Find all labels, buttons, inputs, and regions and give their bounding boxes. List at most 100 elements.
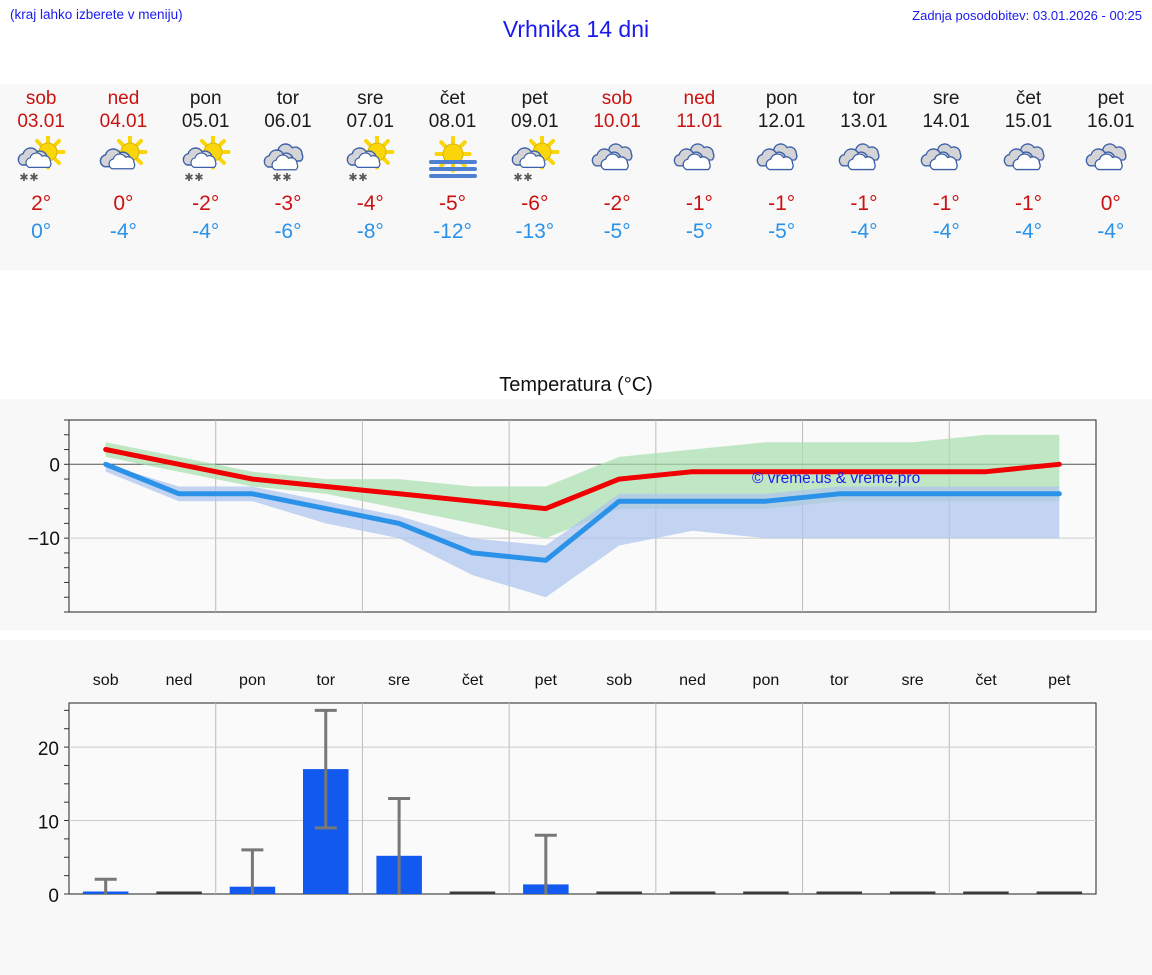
day-date: 10.01 bbox=[593, 111, 641, 132]
precipitation-bar bbox=[1036, 891, 1083, 894]
day-name: sre bbox=[357, 88, 384, 109]
precipitation-y-tick-label: 20 bbox=[38, 739, 59, 760]
day-name: tor bbox=[276, 88, 300, 109]
svg-text:✱: ✱ bbox=[30, 171, 39, 184]
precipitation-day-label: ned bbox=[166, 672, 193, 689]
day-min-temp: -5° bbox=[603, 220, 631, 243]
day-name: čet bbox=[439, 88, 466, 109]
day-name: pon bbox=[189, 88, 222, 109]
precipitation-day-label: sob bbox=[93, 672, 119, 689]
svg-text:✱: ✱ bbox=[184, 171, 193, 184]
temperature-chart-block: Temperatura (°C) 0 −10 © vreme.us & vreme.… bbox=[0, 372, 1152, 630]
day-forecast-column[interactable]: tor 13.01 -1° -4° bbox=[823, 84, 905, 270]
svg-text:✱: ✱ bbox=[20, 171, 29, 184]
day-forecast-column[interactable]: pet 16.01 0° -4° bbox=[1070, 84, 1152, 270]
day-max-temp: -1° bbox=[850, 192, 878, 215]
day-forecast-column[interactable]: ned 04.01 0° -4° bbox=[82, 84, 164, 270]
precipitation-bar bbox=[816, 891, 862, 894]
day-forecast-column[interactable]: ned 11.01 -1° -5° bbox=[658, 84, 740, 270]
day-forecast-column[interactable]: tor 06.01 ✱ ✱ -3° -6° bbox=[247, 84, 329, 270]
precipitation-day-label: pet bbox=[1048, 672, 1071, 689]
day-name: pon bbox=[765, 88, 798, 109]
svg-text:✱: ✱ bbox=[349, 171, 358, 184]
precipitation-bar bbox=[449, 891, 496, 894]
precipitation-bar bbox=[669, 891, 716, 894]
day-min-temp: -8° bbox=[356, 220, 384, 243]
day-date: 07.01 bbox=[346, 111, 395, 132]
precipitation-bar bbox=[889, 891, 936, 894]
day-forecast-column[interactable]: pet 09.01 ✱ ✱ -6° -13° bbox=[494, 84, 576, 270]
precipitation-chart-block: Količina padavin (mm) / Možnost padavin … bbox=[0, 640, 1152, 975]
day-forecast-column[interactable]: čet 15.01 -1° -4° bbox=[987, 84, 1069, 270]
day-min-temp: -4° bbox=[850, 220, 878, 243]
day-min-temp: -5° bbox=[685, 220, 713, 243]
day-date: 08.01 bbox=[428, 111, 477, 132]
day-max-temp: -4° bbox=[356, 192, 384, 215]
day-forecast-column[interactable]: sob 10.01 -2° -5° bbox=[576, 84, 658, 270]
precipitation-bar bbox=[596, 891, 642, 894]
day-date: 16.01 bbox=[1087, 111, 1135, 132]
day-name: sob bbox=[601, 88, 633, 109]
precipitation-day-label: sre bbox=[388, 672, 410, 689]
day-date: 12.01 bbox=[757, 111, 806, 132]
svg-text:✱: ✱ bbox=[272, 171, 281, 184]
daily-forecast-strip: sob 03.01 ✱ ✱ 2° 0° ned 04.01 0° -4° pon 05.01 ✱ ✱… bbox=[0, 84, 1152, 270]
menu-hint-text: (kraj lahko izberete v meniju) bbox=[10, 7, 183, 22]
precipitation-bar bbox=[963, 891, 1009, 894]
precipitation-y-tick-label: 10 bbox=[38, 813, 59, 834]
day-forecast-column[interactable]: sre 14.01 -1° -4° bbox=[905, 84, 987, 270]
precipitation-day-label: pet bbox=[535, 672, 558, 689]
precipitation-day-label: čet bbox=[975, 672, 997, 689]
day-forecast-column[interactable]: čet 08.01 -5° -12° bbox=[411, 84, 493, 270]
day-max-temp: -1° bbox=[932, 192, 960, 215]
cloudy-icon bbox=[1080, 136, 1142, 186]
temperature-chart-title: Temperatura (°C) bbox=[0, 372, 1152, 399]
page-title: Vrhnika 14 dni bbox=[502, 16, 650, 42]
day-forecast-column[interactable]: pon 05.01 ✱ ✱ -2° -4° bbox=[165, 84, 247, 270]
day-name: sre bbox=[933, 88, 960, 109]
cloudy-icon bbox=[586, 136, 648, 186]
day-name: ned bbox=[107, 88, 140, 109]
day-max-temp: -2° bbox=[192, 192, 220, 215]
sun-cloud-snow-icon: ✱ ✱ bbox=[504, 134, 566, 186]
cloudy-icon bbox=[668, 136, 730, 186]
day-min-temp: -4° bbox=[192, 220, 220, 243]
sun-cloud-snow-icon: ✱ ✱ bbox=[10, 134, 72, 186]
day-max-temp: 0° bbox=[113, 192, 134, 215]
day-max-temp: -3° bbox=[274, 192, 302, 215]
cloudy-icon bbox=[915, 136, 977, 186]
cloud-snow-icon: ✱ ✱ bbox=[257, 136, 319, 186]
precipitation-day-label: tor bbox=[316, 672, 335, 689]
temperature-y-tick-label: 0 bbox=[49, 455, 60, 476]
day-date: 11.01 bbox=[676, 111, 723, 132]
day-max-temp: -6° bbox=[521, 192, 549, 215]
sun-cloud-icon bbox=[92, 134, 154, 186]
day-forecast-column[interactable]: sob 03.01 ✱ ✱ 2° 0° bbox=[0, 84, 82, 270]
day-forecast-column[interactable]: pon 12.01 -1° -5° bbox=[741, 84, 823, 270]
cloudy-icon bbox=[751, 136, 813, 186]
day-forecast-column[interactable]: sre 07.01 ✱ ✱ -4° -8° bbox=[329, 84, 411, 270]
day-date: 13.01 bbox=[840, 111, 888, 132]
sun-cloud-snow-icon: ✱ ✱ bbox=[175, 134, 237, 186]
day-date: 09.01 bbox=[511, 111, 559, 132]
day-max-temp: -2° bbox=[603, 192, 631, 215]
sun-fog-icon bbox=[422, 135, 484, 186]
precipitation-plot-area bbox=[68, 702, 1097, 895]
day-date: 05.01 bbox=[181, 111, 230, 132]
day-name: pet bbox=[521, 88, 549, 109]
svg-text:✱: ✱ bbox=[359, 171, 368, 184]
precipitation-bar bbox=[156, 891, 202, 894]
day-max-temp: 0° bbox=[1100, 192, 1121, 215]
day-min-temp: -5° bbox=[768, 220, 796, 243]
day-max-temp: 2° bbox=[31, 192, 52, 215]
sun-cloud-snow-icon: ✱ ✱ bbox=[339, 134, 401, 186]
precipitation-day-label: sre bbox=[901, 672, 923, 689]
day-name: pet bbox=[1097, 88, 1124, 109]
day-date: 06.01 bbox=[264, 111, 312, 132]
day-date: 03.01 bbox=[17, 111, 65, 132]
top-bar: (kraj lahko izberete v meniju) Vrhnika 1… bbox=[0, 0, 1152, 58]
day-max-temp: -1° bbox=[768, 192, 796, 215]
svg-text:✱: ✱ bbox=[282, 171, 291, 184]
day-name: ned bbox=[683, 88, 716, 109]
precipitation-day-label: ned bbox=[679, 672, 706, 689]
